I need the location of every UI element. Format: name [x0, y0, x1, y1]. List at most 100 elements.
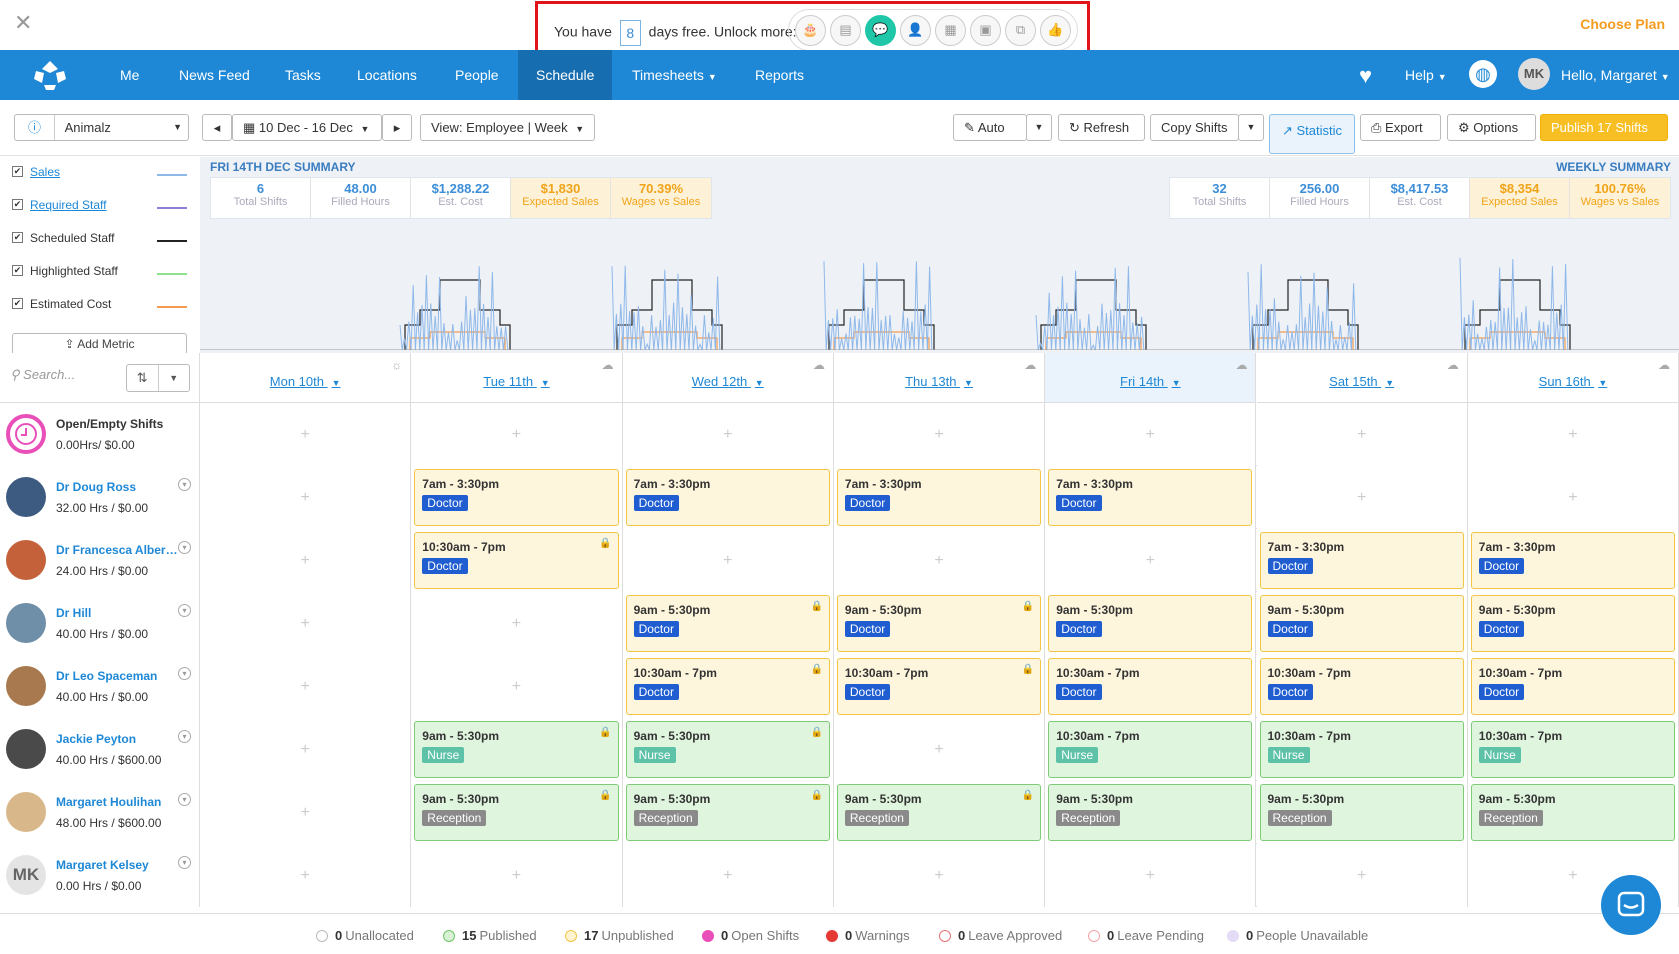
add-shift-icon[interactable]: +: [934, 740, 944, 758]
feature-contact-icon[interactable]: ▣: [970, 14, 1001, 46]
schedule-cell[interactable]: 10:30am - 7pm Doctor 🔒: [411, 529, 623, 592]
schedule-cell[interactable]: 7am - 3:30pm Doctor: [622, 466, 834, 529]
schedule-cell[interactable]: +: [833, 844, 1046, 907]
schedule-cell[interactable]: 10:30am - 7pm Doctor 🔒: [833, 655, 1046, 718]
add-metric-button[interactable]: ⇪ Add Metric: [12, 333, 187, 355]
add-shift-icon[interactable]: +: [511, 866, 522, 884]
schedule-cell[interactable]: 7am - 3:30pm Doctor: [1467, 529, 1679, 592]
add-shift-icon[interactable]: +: [934, 866, 944, 884]
schedule-cell[interactable]: +: [1256, 844, 1468, 907]
schedule-cell[interactable]: +: [200, 403, 412, 466]
add-shift-icon[interactable]: +: [511, 677, 522, 695]
add-shift-icon[interactable]: +: [300, 614, 310, 632]
employee-name[interactable]: Margaret Houlihan: [56, 795, 162, 809]
sort-button[interactable]: ⇅ ▼: [126, 364, 190, 392]
schedule-cell[interactable]: 10:30am - 7pm Doctor: [1045, 655, 1257, 718]
schedule-cell[interactable]: +: [411, 592, 623, 655]
feature-news-icon[interactable]: ▤: [830, 14, 861, 46]
day-header-link[interactable]: Mon 10th ▼: [269, 374, 341, 389]
schedule-cell[interactable]: +: [200, 718, 412, 781]
chevron-down-icon[interactable]: ▾: [178, 604, 191, 617]
nav-reports[interactable]: Reports: [755, 67, 805, 83]
next-week-button[interactable]: ▸: [382, 114, 412, 141]
add-shift-icon[interactable]: +: [934, 551, 944, 569]
feature-copy-icon[interactable]: ⧉: [1005, 14, 1036, 46]
shift-card[interactable]: 9am - 5:30pm Doctor: [1470, 595, 1676, 652]
chevron-down-icon[interactable]: ▾: [178, 667, 191, 680]
chevron-down-icon[interactable]: ▾: [178, 793, 191, 806]
shift-card[interactable]: 10:30am - 7pm Nurse: [1048, 721, 1253, 778]
schedule-cell[interactable]: 10:30am - 7pm Doctor 🔒: [622, 655, 834, 718]
copy-shifts-button[interactable]: Copy Shifts: [1150, 114, 1239, 141]
refresh-button[interactable]: ↻ Refresh: [1058, 114, 1145, 141]
copy-shifts-dropdown-button[interactable]: ▼: [1238, 114, 1264, 141]
export-button[interactable]: ⎙ Export: [1360, 114, 1441, 141]
feature-cake-icon[interactable]: 🎂: [795, 14, 826, 46]
shift-card[interactable]: 7am - 3:30pm Doctor: [1470, 532, 1676, 589]
schedule-cell[interactable]: +: [622, 529, 834, 592]
close-icon[interactable]: ✕: [14, 11, 33, 36]
shift-card[interactable]: 10:30am - 7pm Doctor 🔒: [625, 658, 830, 715]
metric-item[interactable]: ✔ Scheduled Staff: [12, 231, 187, 251]
statistic-button[interactable]: ↗ Statistic: [1269, 114, 1355, 154]
shift-card[interactable]: 9am - 5:30pm Reception: [1470, 784, 1676, 841]
shift-card[interactable]: 9am - 5:30pm Reception: [1048, 784, 1253, 841]
add-shift-icon[interactable]: +: [511, 614, 522, 632]
schedule-cell[interactable]: 9am - 5:30pm Reception 🔒: [411, 781, 623, 844]
shift-card[interactable]: 10:30am - 7pm Doctor: [1470, 658, 1676, 715]
metric-item[interactable]: ✔ Estimated Cost: [12, 297, 187, 317]
metric-label[interactable]: Required Staff: [30, 198, 107, 212]
search-input[interactable]: ⚲ Search...: [10, 367, 75, 383]
shift-card[interactable]: 7am - 3:30pm Doctor: [414, 469, 619, 526]
shift-card[interactable]: 7am - 3:30pm Doctor: [1048, 469, 1253, 526]
employee-name[interactable]: Dr Hill: [56, 606, 92, 620]
schedule-cell[interactable]: 9am - 5:30pm Reception: [1256, 781, 1468, 844]
feature-user-icon[interactable]: 👤: [900, 14, 931, 46]
app-logo-icon[interactable]: [32, 59, 68, 91]
metric-item[interactable]: ✔ Highlighted Staff: [12, 264, 187, 284]
employee-name[interactable]: Dr Francesca Alberg...: [56, 543, 178, 557]
schedule-cell[interactable]: +: [622, 844, 834, 907]
schedule-cell[interactable]: 9am - 5:30pm Doctor 🔒: [833, 592, 1046, 655]
chat-launcher-button[interactable]: [1601, 875, 1661, 935]
add-shift-icon[interactable]: +: [300, 488, 310, 506]
schedule-cell[interactable]: +: [200, 844, 412, 907]
shift-card[interactable]: 10:30am - 7pm Doctor: [1048, 658, 1253, 715]
employee-name[interactable]: Jackie Peyton: [56, 732, 137, 746]
feature-calendar-icon[interactable]: ▦: [935, 14, 966, 46]
add-shift-icon[interactable]: +: [1145, 866, 1155, 884]
schedule-cell[interactable]: 7am - 3:30pm Doctor: [1256, 529, 1468, 592]
schedule-cell[interactable]: +: [1045, 529, 1257, 592]
day-header-link[interactable]: Sun 16th ▼: [1538, 374, 1608, 389]
schedule-cell[interactable]: 9am - 5:30pm Doctor: [1467, 592, 1679, 655]
shift-card[interactable]: 9am - 5:30pm Reception 🔒: [836, 784, 1042, 841]
nav-schedule[interactable]: Schedule: [518, 50, 613, 100]
schedule-cell[interactable]: +: [411, 844, 623, 907]
add-shift-icon[interactable]: +: [300, 551, 310, 569]
checkbox[interactable]: ✔: [12, 265, 23, 277]
globe-icon[interactable]: ◍: [1469, 60, 1497, 88]
schedule-cell[interactable]: +: [411, 403, 623, 466]
schedule-cell[interactable]: 9am - 5:30pm Doctor 🔒: [622, 592, 834, 655]
schedule-cell[interactable]: 9am - 5:30pm Reception 🔒: [833, 781, 1046, 844]
schedule-cell[interactable]: 10:30am - 7pm Nurse: [1467, 718, 1679, 781]
employee-name[interactable]: Margaret Kelsey: [56, 858, 149, 872]
schedule-cell[interactable]: 9am - 5:30pm Nurse 🔒: [411, 718, 623, 781]
day-header-link[interactable]: Sat 15th ▼: [1329, 374, 1395, 389]
schedule-cell[interactable]: +: [200, 592, 412, 655]
schedule-cell[interactable]: 10:30am - 7pm Doctor: [1256, 655, 1468, 718]
schedule-cell[interactable]: +: [833, 403, 1046, 466]
schedule-cell[interactable]: 9am - 5:30pm Reception: [1045, 781, 1257, 844]
shift-card[interactable]: 9am - 5:30pm Reception 🔒: [414, 784, 619, 841]
nav-people[interactable]: People: [455, 67, 499, 83]
checkbox[interactable]: ✔: [12, 298, 23, 310]
nav-timesheets[interactable]: Timesheets ▼: [632, 50, 717, 100]
add-shift-icon[interactable]: +: [300, 740, 310, 758]
shift-card[interactable]: 7am - 3:30pm Doctor: [836, 469, 1042, 526]
add-shift-icon[interactable]: +: [1356, 425, 1367, 443]
shift-card[interactable]: 10:30am - 7pm Doctor 🔒: [414, 532, 619, 589]
day-header-link[interactable]: Tue 11th ▼: [483, 374, 550, 389]
schedule-cell[interactable]: +: [200, 529, 412, 592]
add-shift-icon[interactable]: +: [934, 425, 944, 443]
shift-card[interactable]: 7am - 3:30pm Doctor: [1259, 532, 1464, 589]
